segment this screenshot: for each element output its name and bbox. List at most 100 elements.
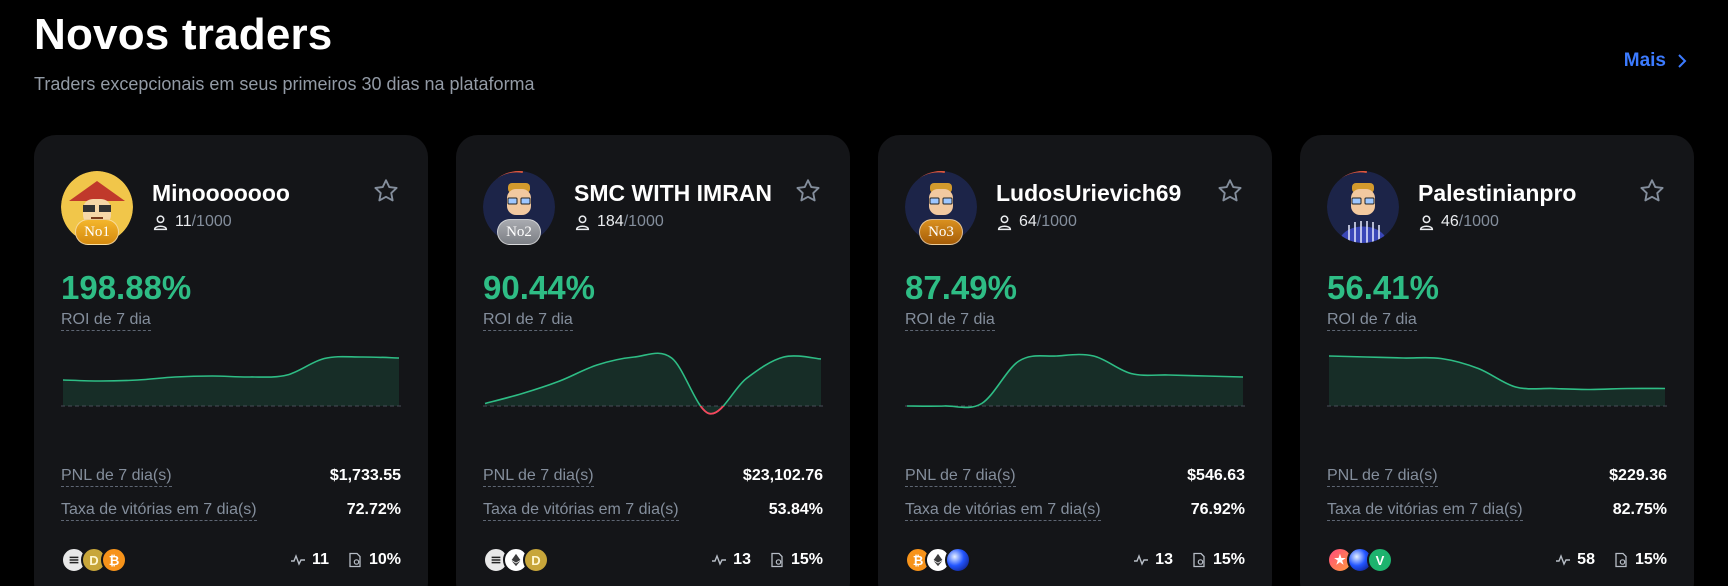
followers-count: 46/1000 (1418, 213, 1499, 231)
trade-count: 13 (733, 551, 751, 568)
followers-count: 184/1000 (574, 213, 664, 231)
trader-card-4[interactable]: Palestinianpro 46/1000 56.41% ROI de 7 d… (1300, 135, 1694, 586)
star-icon[interactable] (372, 177, 400, 205)
pnl-row: PNL de 7 dia(s) $546.63 (905, 467, 1245, 487)
roi-value: 87.49% (905, 269, 1017, 306)
pnl-row: PNL de 7 dia(s) $23,102.76 (483, 467, 823, 487)
coin-list: D (483, 547, 549, 573)
roi-value: 90.44% (483, 269, 595, 306)
pnl-row: PNL de 7 dia(s) $229.36 (1327, 467, 1667, 487)
trader-name[interactable]: Minooooooo (152, 180, 290, 206)
winrate-value: 72.72% (346, 501, 401, 518)
card-metrics: 58 15% (1555, 551, 1667, 569)
winrate-row: Taxa de vitórias em 7 dia(s) 72.72% (61, 501, 401, 521)
activity-icon (291, 554, 306, 566)
pnl-label[interactable]: PNL de 7 dia(s) (483, 467, 594, 487)
winrate-label[interactable]: Taxa de vitórias em 7 dia(s) (905, 501, 1101, 521)
followers-current: 64 (1019, 213, 1037, 230)
winrate-row: Taxa de vitórias em 7 dia(s) 76.92% (905, 501, 1245, 521)
avatar-wrap: No3 (905, 171, 977, 245)
more-link-label[interactable]: Mais (1623, 50, 1666, 71)
trade-count: 13 (1155, 551, 1173, 568)
roi-label[interactable]: ROI de 7 dia (483, 311, 573, 331)
page-subtitle: Traders excepcionais em seus primeiros 3… (34, 74, 535, 94)
sparkline-area (485, 353, 821, 414)
roi-label[interactable]: ROI de 7 dia (1327, 311, 1417, 331)
sparkline-line (484, 352, 822, 415)
followers-current: 11 (175, 213, 192, 230)
trader-card-1[interactable]: No1 Minooooooo 11/1000 198.88% ROI de 7 … (34, 135, 428, 586)
pnl-value: $229.36 (1609, 467, 1667, 484)
page-title: Novos traders (34, 10, 333, 59)
trader-name[interactable]: LudosUrievich69 (996, 180, 1182, 206)
profit-share: 15% (1634, 551, 1667, 568)
document-icon (1193, 552, 1205, 568)
bitcoin-icon[interactable]: ₿ (101, 547, 127, 573)
roi-sparkline (483, 352, 823, 415)
avatar-wrap (1327, 171, 1399, 243)
avatar[interactable] (1327, 171, 1399, 243)
trader-card-3[interactable]: No3 LudosUrievich69 64/1000 87.49% ROI d… (878, 135, 1272, 586)
sparkline-area (1329, 356, 1665, 406)
dogecoin-icon[interactable]: D (523, 547, 549, 573)
user-icon (1419, 214, 1434, 230)
star-icon[interactable] (1216, 177, 1244, 205)
sparkline-line (906, 353, 1244, 409)
chevron-right-icon[interactable] (1674, 53, 1690, 69)
roi-sparkline (61, 355, 401, 407)
roi-sparkline (1327, 355, 1667, 407)
followers-max: /1000 (623, 213, 664, 230)
pnl-label[interactable]: PNL de 7 dia(s) (905, 467, 1016, 487)
followers-count: 11/1000 (152, 213, 232, 231)
rank-badge: No3 (919, 219, 963, 245)
activity-icon (1556, 554, 1571, 566)
sparkline-line (62, 355, 400, 382)
card-footer: ₿ 13 15% (905, 546, 1245, 574)
card-footer: ★ V 58 15% (1327, 546, 1667, 574)
pnl-value: $23,102.76 (742, 467, 823, 484)
winrate-label[interactable]: Taxa de vitórias em 7 dia(s) (483, 501, 679, 521)
sparkline-area (63, 356, 399, 406)
pnl-label[interactable]: PNL de 7 dia(s) (61, 467, 172, 487)
followers-current: 184 (597, 213, 624, 230)
winrate-row: Taxa de vitórias em 7 dia(s) 53.84% (483, 501, 823, 521)
document-icon (1615, 552, 1627, 568)
pnl-value: $546.63 (1187, 467, 1245, 484)
coin-list: ★ V (1327, 547, 1393, 573)
activity-icon (712, 554, 727, 566)
trader-name[interactable]: SMC WITH IMRAN (574, 180, 773, 206)
more-link[interactable]: Mais (1624, 50, 1690, 72)
section-header: Novos traders Traders excepcionais em se… (34, 10, 1694, 95)
winrate-label[interactable]: Taxa de vitórias em 7 dia(s) (61, 501, 257, 521)
avatar-wrap: No1 (61, 171, 133, 245)
card-footer: D ₿ 11 10% (61, 546, 401, 574)
pnl-label[interactable]: PNL de 7 dia(s) (1327, 467, 1438, 487)
document-icon (771, 552, 783, 568)
pnl-row: PNL de 7 dia(s) $1,733.55 (61, 467, 401, 487)
roi-label[interactable]: ROI de 7 dia (905, 311, 995, 331)
profit-share: 10% (368, 551, 401, 568)
sphere-token-icon[interactable] (945, 547, 971, 573)
followers-count: 64/1000 (996, 213, 1077, 231)
followers-current: 46 (1441, 213, 1459, 230)
pnl-value: $1,733.55 (329, 467, 401, 484)
winrate-value: 82.75% (1612, 501, 1667, 518)
star-icon[interactable] (1638, 177, 1666, 205)
roi-sparkline (905, 353, 1245, 409)
winrate-label[interactable]: Taxa de vitórias em 7 dia(s) (1327, 501, 1523, 521)
star-icon[interactable] (794, 177, 822, 205)
rank-badge: No2 (497, 219, 541, 245)
trader-card-list: No1 Minooooooo 11/1000 198.88% ROI de 7 … (34, 135, 1694, 586)
vine-token-icon[interactable]: V (1367, 547, 1393, 573)
roi-value: 56.41% (1327, 269, 1439, 306)
roi-label[interactable]: ROI de 7 dia (61, 311, 151, 331)
activity-icon (1134, 554, 1149, 566)
winrate-value: 53.84% (768, 501, 823, 518)
card-metrics: 13 15% (1133, 551, 1245, 569)
cartoon-striped-avatar (1327, 171, 1399, 243)
trader-name[interactable]: Palestinianpro (1418, 180, 1577, 206)
roi-value: 198.88% (61, 269, 192, 306)
trader-card-2[interactable]: No2 SMC WITH IMRAN 184/1000 90.44% ROI d… (456, 135, 850, 586)
trade-count: 11 (312, 551, 329, 568)
followers-max: /1000 (1458, 213, 1499, 230)
